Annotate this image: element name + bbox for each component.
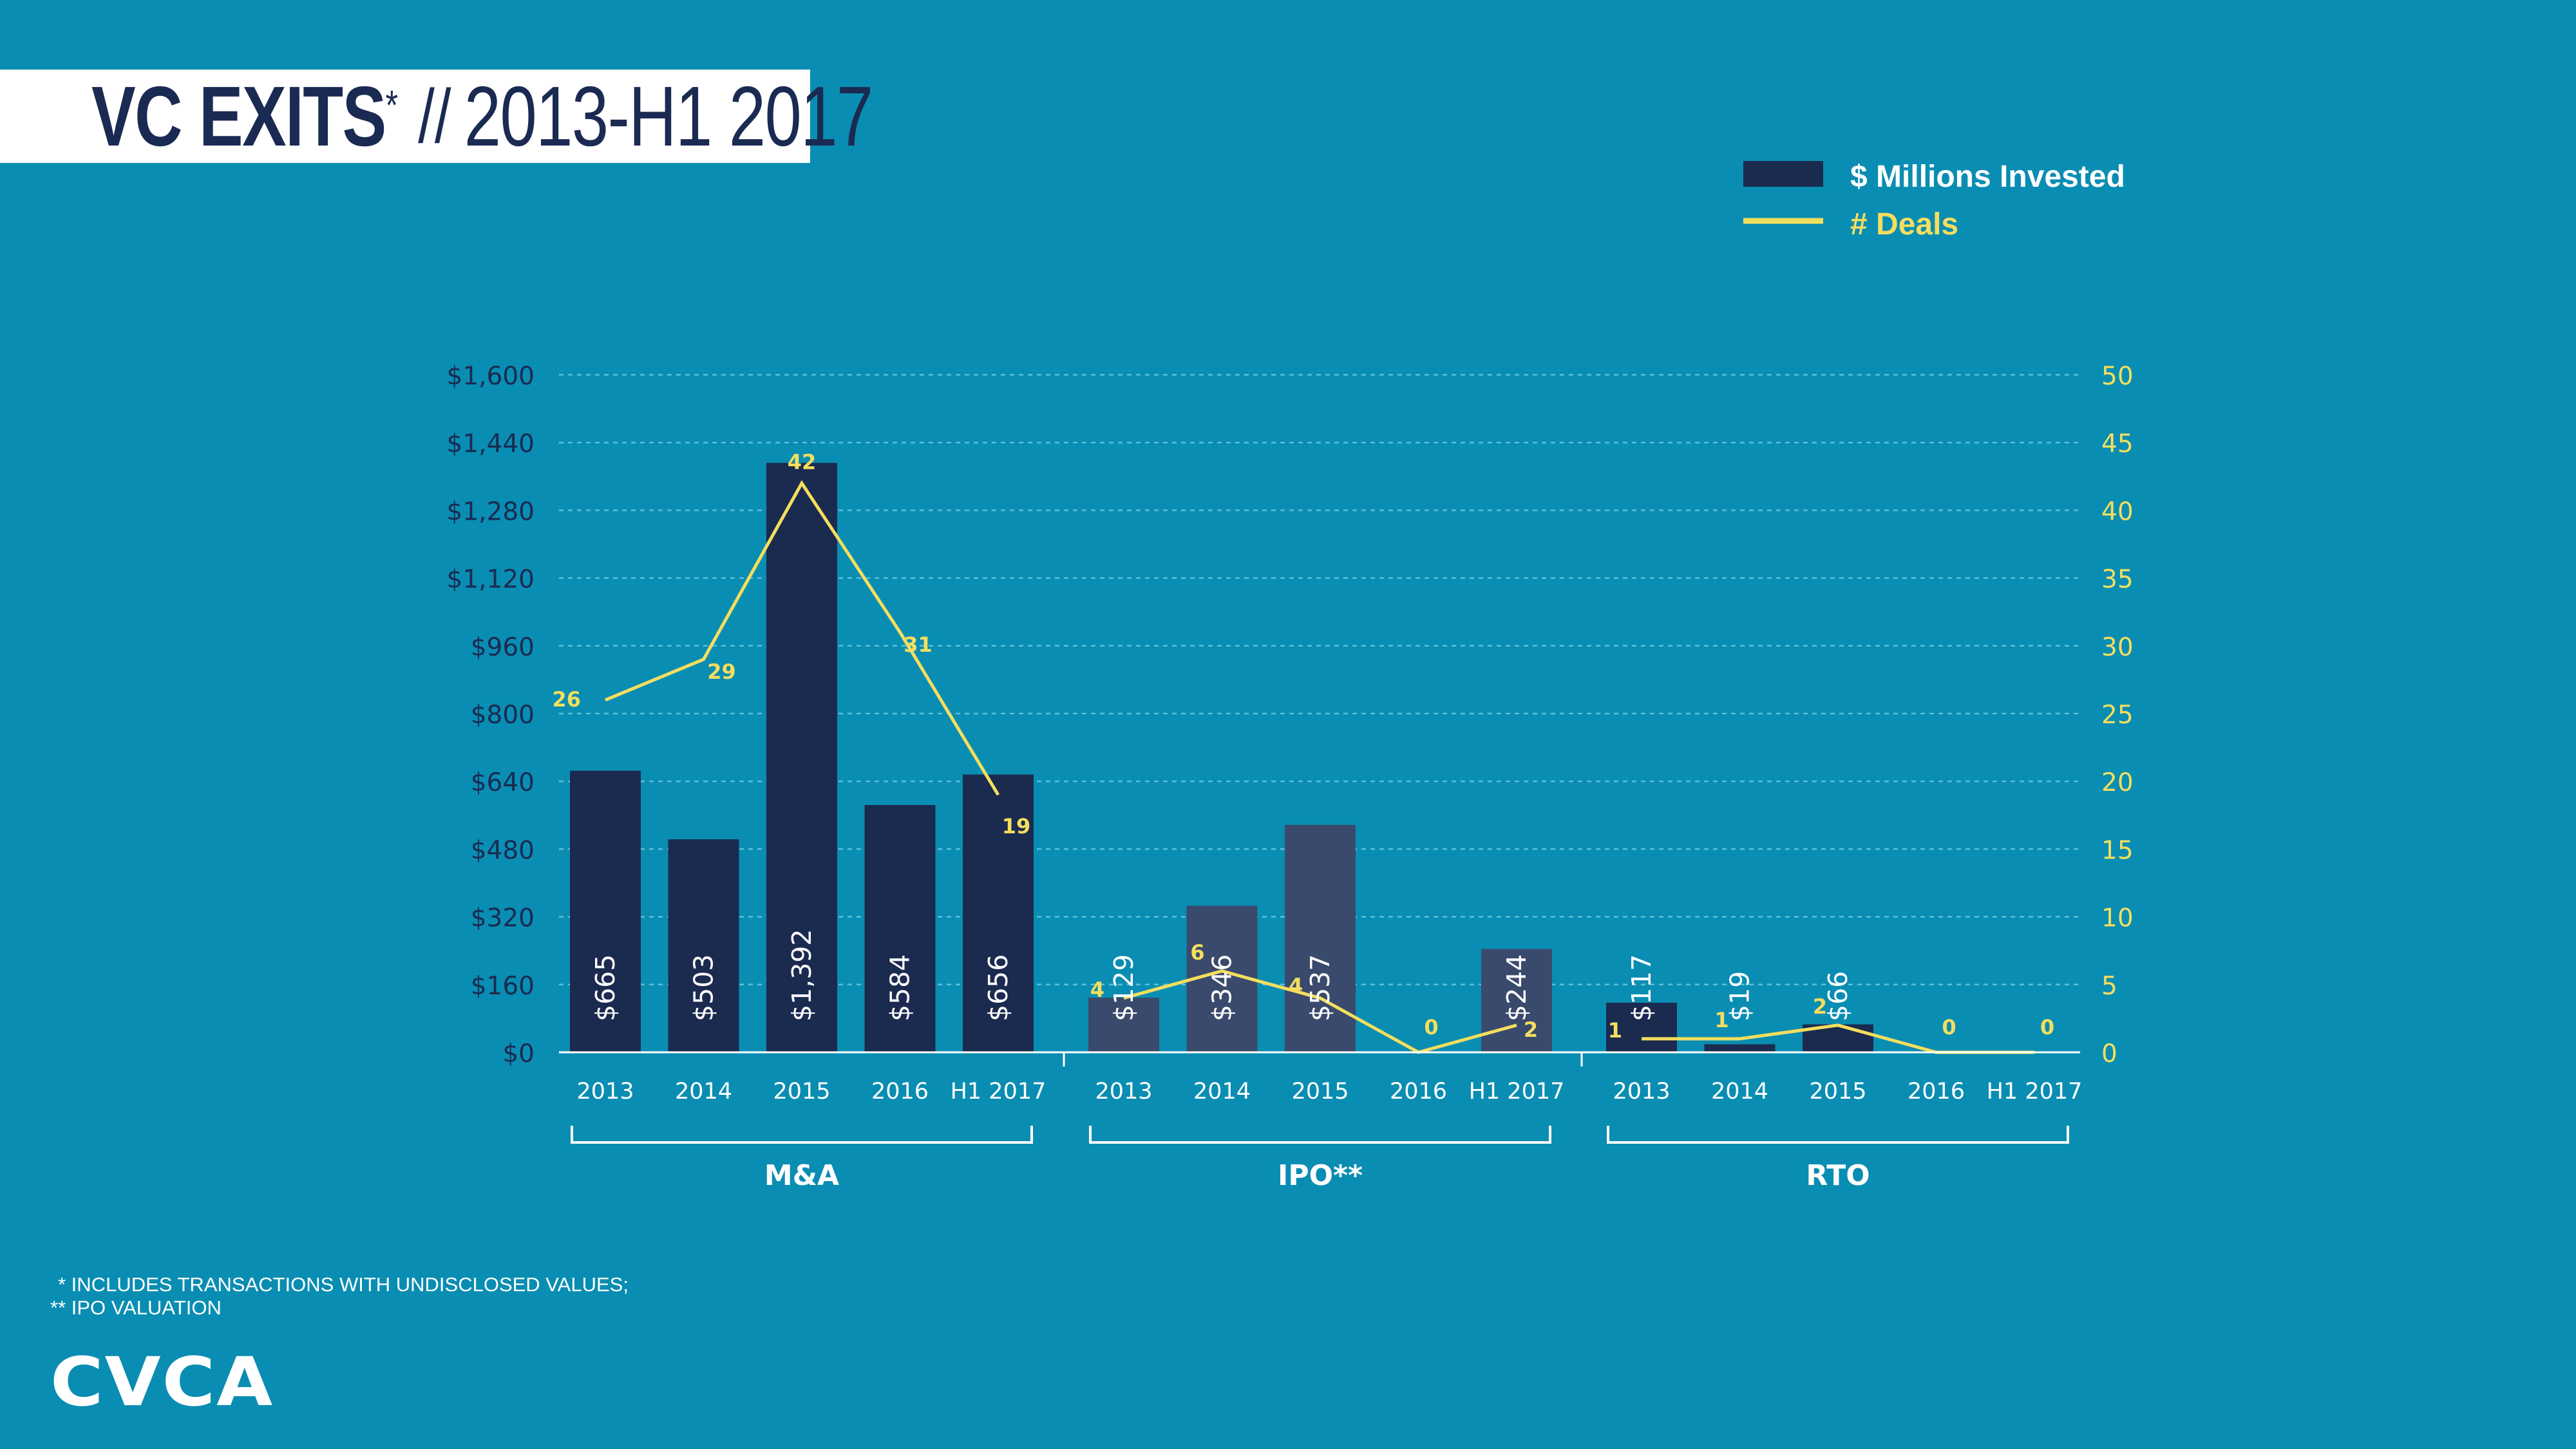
deal-count-label: 42 bbox=[788, 450, 817, 474]
page-title: VC EXITS * // 2013-H1 2017 bbox=[91, 69, 873, 164]
deals-line bbox=[605, 480, 1000, 796]
bar-value-label: $244 bbox=[1501, 954, 1532, 1021]
bar-ipo bbox=[1088, 998, 1159, 1052]
deal-count-label: 1 bbox=[1608, 1018, 1622, 1043]
category-label: 2016 bbox=[871, 1079, 929, 1104]
bar-rto bbox=[1704, 1044, 1776, 1052]
category-label: H1 2017 bbox=[1987, 1079, 2083, 1104]
deal-count-label: 0 bbox=[1424, 1015, 1438, 1039]
right-axis-tick-label: 35 bbox=[2101, 565, 2134, 594]
bar-value-label: $584 bbox=[885, 954, 916, 1021]
legend: $ Millions Invested # Deals bbox=[1743, 160, 2125, 242]
bar-value-label: $537 bbox=[1305, 954, 1336, 1021]
category-label: H1 2017 bbox=[951, 1079, 1046, 1104]
category-label: 2015 bbox=[773, 1079, 830, 1104]
category-label: 2014 bbox=[1711, 1079, 1768, 1104]
right-axis-tick-label: 15 bbox=[2101, 836, 2134, 865]
legend-bar-swatch bbox=[1743, 161, 1823, 187]
right-axis-tick-label: 45 bbox=[2101, 430, 2134, 459]
category-label: 2014 bbox=[1193, 1079, 1251, 1104]
right-axis-tick-label: 25 bbox=[2101, 701, 2134, 730]
bar-ma bbox=[963, 774, 1034, 1052]
right-axis-tick-label: 40 bbox=[2101, 497, 2134, 526]
right-axis-tick-label: 20 bbox=[2101, 768, 2134, 797]
bar-value-label: $129 bbox=[1108, 954, 1139, 1021]
legend-line-label: # Deals bbox=[1850, 207, 1958, 242]
bar-value-label: $346 bbox=[1207, 954, 1238, 1021]
right-axis-tick-label: 5 bbox=[2101, 972, 2117, 1001]
bar-value-label: $656 bbox=[983, 954, 1014, 1021]
bar-ma bbox=[668, 839, 739, 1052]
group-bracket bbox=[571, 1126, 1033, 1144]
bar-ma bbox=[766, 462, 837, 1052]
deal-count-label: 1 bbox=[1714, 1008, 1728, 1032]
category-label: 2015 bbox=[1291, 1079, 1349, 1104]
bar-value-label: $1,392 bbox=[786, 929, 817, 1021]
deal-count-label: 0 bbox=[1942, 1015, 1956, 1039]
category-label: H1 2017 bbox=[1469, 1079, 1565, 1104]
bar-ipo bbox=[1481, 949, 1552, 1052]
left-axis-tick-label: $0 bbox=[502, 1039, 535, 1068]
axes: $0 $160 $320 $480 $640 $800 $960 $1,120 $1,280 $1… bbox=[447, 362, 2134, 1192]
bar-ipo bbox=[1285, 824, 1356, 1052]
bar-value-label: $66 bbox=[1823, 971, 1853, 1021]
category-label: 2015 bbox=[1809, 1079, 1866, 1104]
bar-value-label: $19 bbox=[1725, 971, 1756, 1021]
right-axis-tick-label: 10 bbox=[2101, 904, 2134, 933]
bar-ma bbox=[570, 770, 641, 1052]
deals-line bbox=[1123, 969, 1517, 1054]
deal-count-label: 26 bbox=[552, 687, 581, 712]
group-bracket bbox=[1607, 1126, 2069, 1144]
category-label: 2013 bbox=[576, 1079, 634, 1104]
bar-value-label: $665 bbox=[590, 954, 621, 1021]
title-separator: // bbox=[418, 73, 451, 159]
left-axis-tick-label: $1,600 bbox=[447, 362, 535, 391]
footnote-ipo-valuation: ** IPO VALUATION bbox=[50, 1296, 222, 1319]
deal-count-label: 4 bbox=[1289, 974, 1303, 998]
left-axis-tick-label: $320 bbox=[471, 904, 535, 933]
category-label: 2014 bbox=[675, 1079, 732, 1104]
bar-value-label: $117 bbox=[1626, 954, 1657, 1021]
bar-ma bbox=[864, 805, 936, 1052]
deal-count-label: 0 bbox=[2040, 1015, 2054, 1039]
deal-count-label: 2 bbox=[1813, 994, 1827, 1019]
right-axis-tick-label: 30 bbox=[2101, 633, 2134, 662]
group-label: IPO** bbox=[1278, 1159, 1363, 1192]
cvca-logo: CVCA bbox=[50, 1343, 274, 1421]
left-axis-tick-label: $480 bbox=[471, 836, 535, 865]
category-label: 2016 bbox=[1390, 1079, 1447, 1104]
left-axis-tick-label: $960 bbox=[471, 633, 535, 662]
title-date-range: 2013-H1 2017 bbox=[464, 69, 873, 164]
left-axis-tick-label: $800 bbox=[471, 701, 535, 730]
deal-count-label: 19 bbox=[1002, 814, 1031, 838]
deal-count-label: 4 bbox=[1090, 978, 1104, 1002]
legend-bar-label: $ Millions Invested bbox=[1850, 160, 2125, 194]
category-label: 2016 bbox=[1908, 1079, 1965, 1104]
bar-rto bbox=[1606, 1003, 1677, 1052]
footnote-undisclosed: * INCLUDES TRANSACTIONS WITH UNDISCLOSED… bbox=[58, 1273, 629, 1296]
left-axis-tick-label: $640 bbox=[471, 768, 535, 797]
group-bracket bbox=[1089, 1126, 1551, 1144]
deal-count-label: 6 bbox=[1190, 940, 1204, 965]
deal-count-label: 29 bbox=[707, 659, 736, 684]
left-axis-tick-label: $1,440 bbox=[447, 430, 535, 459]
deal-count-label: 31 bbox=[904, 632, 933, 657]
category-label: 2013 bbox=[1095, 1079, 1152, 1104]
title-footnote-mark: * bbox=[385, 82, 399, 128]
group-label: RTO bbox=[1806, 1159, 1870, 1192]
bar-value-label: $503 bbox=[688, 954, 719, 1021]
left-axis-tick-label: $1,120 bbox=[447, 565, 535, 594]
title-main: VC EXITS bbox=[91, 69, 386, 164]
group-label: M&A bbox=[764, 1159, 839, 1192]
left-axis-tick-label: $160 bbox=[471, 972, 535, 1001]
left-axis-tick-label: $1,280 bbox=[447, 497, 535, 526]
category-label: 2013 bbox=[1613, 1079, 1670, 1104]
deal-count-label: 2 bbox=[1524, 1018, 1538, 1042]
right-axis-tick-label: 0 bbox=[2101, 1039, 2117, 1068]
right-axis-tick-label: 50 bbox=[2101, 362, 2134, 391]
title-background bbox=[0, 70, 810, 163]
